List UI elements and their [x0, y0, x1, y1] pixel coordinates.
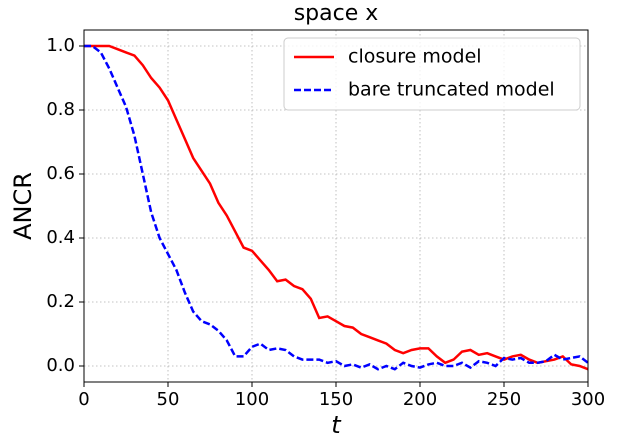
x-tick-label: 300 [571, 389, 605, 410]
legend-label: bare truncated model [348, 79, 555, 101]
x-tick-label: 0 [78, 389, 89, 410]
x-tick-label: 250 [487, 389, 521, 410]
y-tick-label: 0.6 [46, 163, 75, 184]
plot-frame [83, 29, 589, 383]
y-tick-label: 0.0 [46, 355, 75, 376]
y-tick-label: 0.8 [46, 99, 75, 120]
series-line [84, 44, 588, 371]
y-axis-label: ANCR [9, 172, 37, 240]
chart-title: space x [294, 1, 379, 26]
y-tick-label: 1.0 [46, 35, 75, 56]
x-tick-label: 200 [403, 389, 437, 410]
x-axis-label: t [331, 411, 342, 439]
x-tick-label: 100 [235, 389, 269, 410]
x-tick-label: 50 [157, 389, 180, 410]
legend-box [283, 37, 581, 111]
legend-label: closure model [348, 46, 482, 68]
y-tick-label: 0.2 [46, 291, 75, 312]
x-tick-label: 150 [319, 389, 353, 410]
y-tick-label: 0.4 [46, 227, 75, 248]
